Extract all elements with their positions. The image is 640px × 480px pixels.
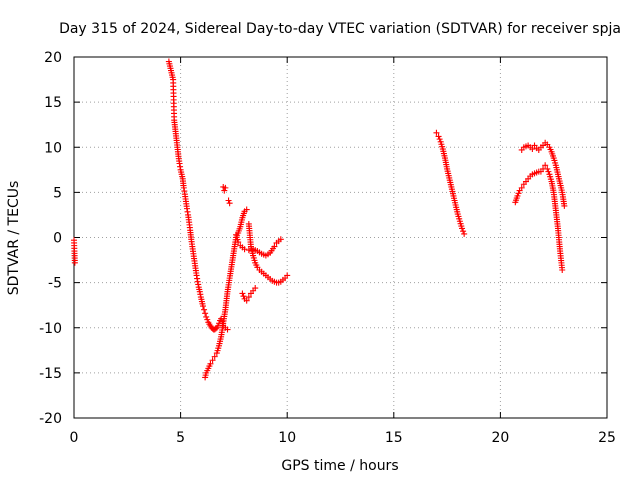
data-point xyxy=(207,360,214,367)
data-point xyxy=(239,290,246,297)
data-point xyxy=(544,165,551,172)
data-point xyxy=(243,206,250,213)
y-tick-label: 10 xyxy=(44,140,62,156)
y-tick-label: -10 xyxy=(39,321,62,337)
x-tick-label: 25 xyxy=(598,430,616,446)
y-tick-label: 15 xyxy=(44,95,62,111)
series-s2 xyxy=(165,58,231,333)
y-tick-label: -5 xyxy=(48,276,62,292)
data-point xyxy=(204,316,211,323)
data-point xyxy=(433,129,440,136)
data-point xyxy=(545,168,552,175)
data-point xyxy=(559,266,566,273)
y-axis-label: SDTVAR / TECUs xyxy=(6,181,22,296)
plot-frame xyxy=(73,56,608,419)
data-point xyxy=(225,197,232,204)
x-tick-labels: 0 5 10 15 20 25 xyxy=(70,430,616,446)
chart-title: Day 315 of 2024, Sidereal Day-to-day VTE… xyxy=(59,21,621,37)
series-s7 xyxy=(245,220,291,286)
data-marks xyxy=(71,58,568,381)
data-point xyxy=(460,228,467,235)
x-tick-label: 15 xyxy=(385,430,403,446)
data-point xyxy=(529,146,536,153)
data-point xyxy=(461,230,468,237)
series-s8 xyxy=(239,285,259,304)
y-tick-label: 0 xyxy=(53,231,62,247)
data-point xyxy=(542,162,549,169)
y-tick-label: 20 xyxy=(44,50,62,66)
series-s9 xyxy=(433,129,468,237)
data-point xyxy=(459,225,466,232)
data-point xyxy=(226,200,233,207)
y-tick-label: 5 xyxy=(53,185,62,201)
data-point xyxy=(71,259,78,266)
data-point xyxy=(284,272,291,279)
data-point xyxy=(243,297,250,304)
data-point xyxy=(277,236,284,243)
data-point xyxy=(561,202,568,209)
x-tick-label: 0 xyxy=(70,430,79,446)
data-point xyxy=(201,306,208,313)
data-point xyxy=(209,357,216,364)
axis-ticks xyxy=(73,56,608,419)
x-tick-label: 10 xyxy=(278,430,296,446)
series-s6 xyxy=(233,231,284,259)
y-tick-label: -20 xyxy=(39,411,62,427)
data-point xyxy=(518,184,525,191)
data-point xyxy=(514,192,521,199)
data-point xyxy=(436,136,443,143)
x-tick-label: 5 xyxy=(176,430,185,446)
grid-lines xyxy=(74,57,607,418)
data-point xyxy=(271,243,278,250)
series-s11 xyxy=(518,139,568,209)
y-tick-label: -15 xyxy=(39,366,62,382)
data-point xyxy=(222,184,229,191)
data-point xyxy=(252,285,259,292)
data-point xyxy=(235,239,242,246)
data-point xyxy=(435,133,442,140)
data-point xyxy=(515,190,522,197)
x-tick-label: 20 xyxy=(491,430,509,446)
data-point xyxy=(241,246,248,253)
series-s4 xyxy=(225,197,233,207)
data-point xyxy=(245,294,252,301)
data-point xyxy=(202,310,209,317)
data-point xyxy=(199,303,206,310)
data-point xyxy=(224,326,231,333)
data-point xyxy=(203,313,210,320)
y-tick-labels: -20 -15 -10 -5 0 5 10 15 20 xyxy=(39,50,62,427)
data-point xyxy=(221,187,228,194)
series-s10 xyxy=(512,162,566,273)
series-s3 xyxy=(220,183,229,194)
data-point xyxy=(240,293,247,300)
data-point xyxy=(211,353,218,360)
data-point xyxy=(245,247,252,254)
series-s1 xyxy=(71,237,78,266)
x-axis-label: GPS time / hours xyxy=(281,458,398,474)
